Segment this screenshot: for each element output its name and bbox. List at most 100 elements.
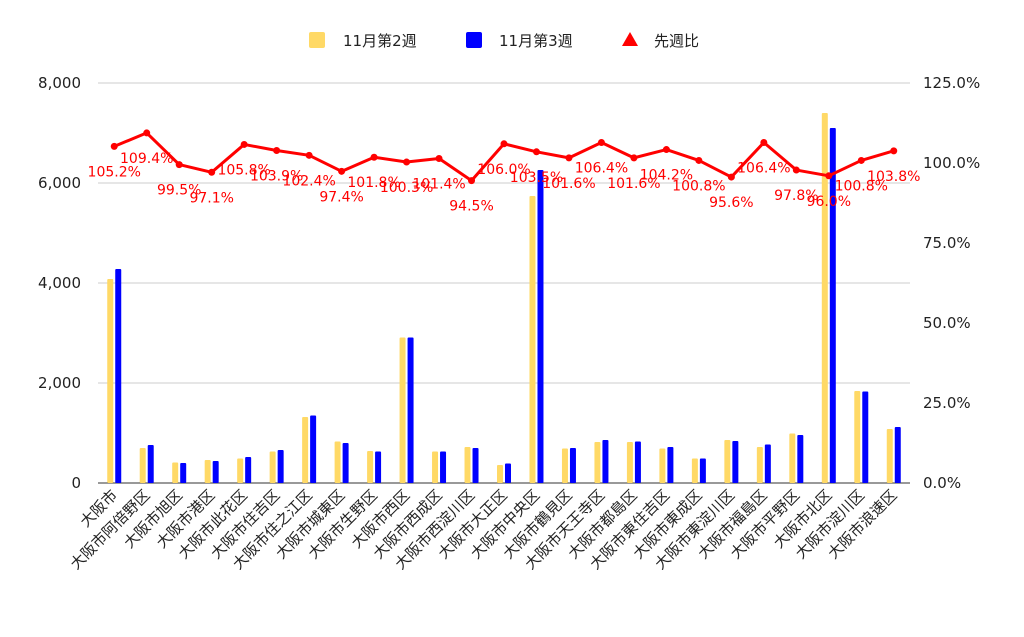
- data-label: 94.5%: [449, 199, 493, 215]
- bar-11月第3週: [440, 451, 447, 483]
- bar-11月第2週: [399, 337, 406, 483]
- line-point: [695, 156, 703, 164]
- line-point: [630, 154, 638, 162]
- bar-11月第2週: [691, 458, 698, 483]
- data-label: 106.0%: [477, 162, 530, 178]
- bar-11月第3週: [472, 448, 479, 483]
- bar-11月第3週: [569, 448, 576, 483]
- data-label: 101.6%: [607, 176, 660, 192]
- bar-11月第2週: [561, 448, 568, 483]
- bar-11月第3週: [634, 441, 641, 483]
- y-right-tick-label: 0.0%: [923, 474, 961, 492]
- data-label: 99.5%: [157, 183, 201, 199]
- bar-11月第3週: [115, 269, 122, 483]
- bar-11月第3週: [667, 447, 674, 483]
- data-label: 103.9%: [250, 169, 303, 185]
- y-left-tick-label: 2,000: [38, 374, 81, 392]
- bar-11月第3週: [764, 444, 771, 483]
- bar-11月第2週: [886, 429, 893, 483]
- data-label: 95.6%: [709, 195, 753, 211]
- legend-label: 11月第2週: [343, 32, 417, 50]
- line-point: [240, 140, 248, 148]
- data-label: 101.8%: [347, 175, 400, 191]
- data-label: 101.6%: [542, 176, 595, 192]
- line-point: [403, 158, 411, 166]
- data-label: 105.2%: [88, 164, 141, 180]
- bar-11月第3週: [894, 427, 901, 483]
- bar-11月第3週: [342, 443, 349, 483]
- data-label: 103.8%: [867, 169, 920, 185]
- bar-11月第2週: [107, 279, 114, 483]
- line-point: [727, 173, 735, 181]
- bar-11月第2週: [172, 462, 179, 483]
- bar-11月第2週: [821, 113, 828, 483]
- line-point: [208, 168, 216, 176]
- line-point: [370, 153, 378, 161]
- legend-swatch-先週比: [622, 32, 638, 46]
- data-label: 103.5%: [510, 170, 563, 186]
- data-label: 96.0%: [807, 194, 851, 210]
- bar-11月第3週: [407, 337, 414, 483]
- y-right-tick-label: 100.0%: [923, 154, 980, 172]
- line-point: [890, 147, 898, 155]
- bar-11月第3週: [797, 435, 804, 483]
- data-label: 109.4%: [120, 151, 173, 167]
- data-label: 100.8%: [672, 178, 725, 194]
- bar-11月第2週: [269, 451, 276, 483]
- line-point: [662, 146, 670, 154]
- line-point: [175, 161, 183, 169]
- data-label: 105.8%: [217, 162, 270, 178]
- bar-11月第2週: [594, 442, 601, 483]
- bar-11月第3週: [829, 128, 836, 483]
- data-label: 100.8%: [835, 178, 888, 194]
- y-right-tick-label: 75.0%: [923, 234, 971, 252]
- line-point: [338, 167, 346, 175]
- y-left-tick-label: 6,000: [38, 174, 81, 192]
- line-point: [825, 172, 833, 180]
- data-label: 104.2%: [640, 168, 693, 184]
- bar-11月第2週: [302, 417, 309, 483]
- bar-11月第2週: [237, 458, 244, 483]
- legend: 11月第2週 11月第3週 先週比: [309, 32, 699, 50]
- line-point: [532, 148, 540, 156]
- legend-swatch-11月第2週: [309, 32, 325, 48]
- line-point: [435, 155, 443, 163]
- line-series: 105.2%109.4% 99.5%97.1% 105.8%103.9%102.4%…: [88, 129, 920, 215]
- data-label: 100.3%: [380, 180, 433, 196]
- data-label: 102.4%: [282, 173, 335, 189]
- line-point: [305, 151, 313, 159]
- bar-11月第2週: [626, 442, 633, 483]
- legend-label: 11月第3週: [499, 32, 573, 50]
- data-label: 106.4%: [737, 161, 790, 177]
- line-point: [857, 156, 865, 164]
- bar-11月第3週: [375, 451, 382, 483]
- line-point: [468, 177, 476, 185]
- y-left-tick-label: 4,000: [38, 274, 81, 292]
- data-label: 97.1%: [189, 190, 233, 206]
- bar-11月第2週: [139, 448, 146, 483]
- bar-11月第3週: [862, 391, 869, 483]
- bar-11月第2週: [432, 451, 439, 483]
- bar-11月第3週: [212, 461, 219, 483]
- legend-label: 先週比: [654, 32, 699, 50]
- bar-11月第3週: [537, 170, 544, 483]
- data-label: 101.4%: [412, 177, 465, 193]
- bar-11月第2週: [497, 465, 503, 483]
- line-point: [273, 147, 281, 155]
- bar-11月第2週: [659, 448, 666, 483]
- bar-11月第2週: [756, 447, 763, 483]
- legend-swatch-11月第3週: [466, 32, 482, 48]
- bar-11月第2週: [367, 451, 374, 483]
- bar-11月第2週: [854, 391, 861, 483]
- bar-11月第2週: [789, 433, 796, 483]
- bar-11月第3週: [245, 457, 252, 483]
- line-point: [565, 154, 573, 162]
- bar-series: [107, 113, 901, 483]
- y-left-tick-label: 0: [71, 474, 81, 492]
- bar-11月第3週: [180, 463, 187, 483]
- bar-11月第2週: [334, 441, 341, 483]
- y-right-tick-label: 50.0%: [923, 314, 971, 332]
- axis-labels: 0 2,000 4,000 6,000 8,000 0.0% 25.0% 50.0% 75.0%…: [38, 74, 980, 573]
